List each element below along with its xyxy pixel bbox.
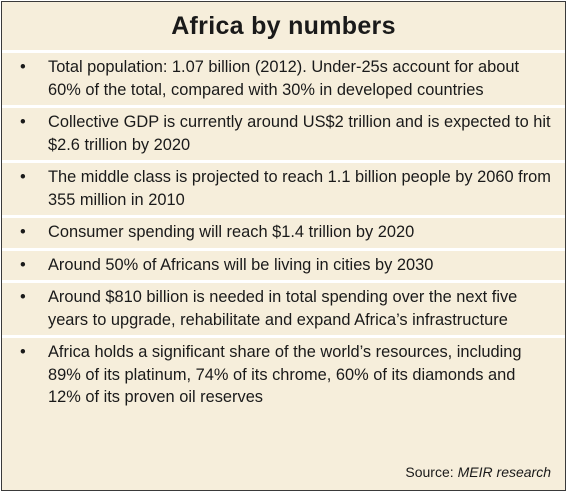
fact-item: Consumer spending will reach $1.4 trilli… (2, 215, 565, 248)
source: Source: MEIR research (405, 464, 551, 480)
source-name: MEIR research (457, 464, 551, 480)
fact-item: Around $810 billion is needed in total s… (2, 280, 565, 335)
fact-list: Total population: 1.07 billion (2012). U… (2, 50, 565, 413)
fact-item: Collective GDP is currently around US$2 … (2, 105, 565, 160)
source-label: Source: (405, 464, 454, 480)
fact-item: Around 50% of Africans will be living in… (2, 247, 565, 281)
fact-item: Total population: 1.07 billion (2012). U… (2, 50, 565, 105)
fact-item: The middle class is projected to reach 1… (2, 160, 565, 215)
fact-item: Africa holds a significant share of the … (2, 335, 565, 413)
title: Africa by numbers (171, 12, 396, 40)
